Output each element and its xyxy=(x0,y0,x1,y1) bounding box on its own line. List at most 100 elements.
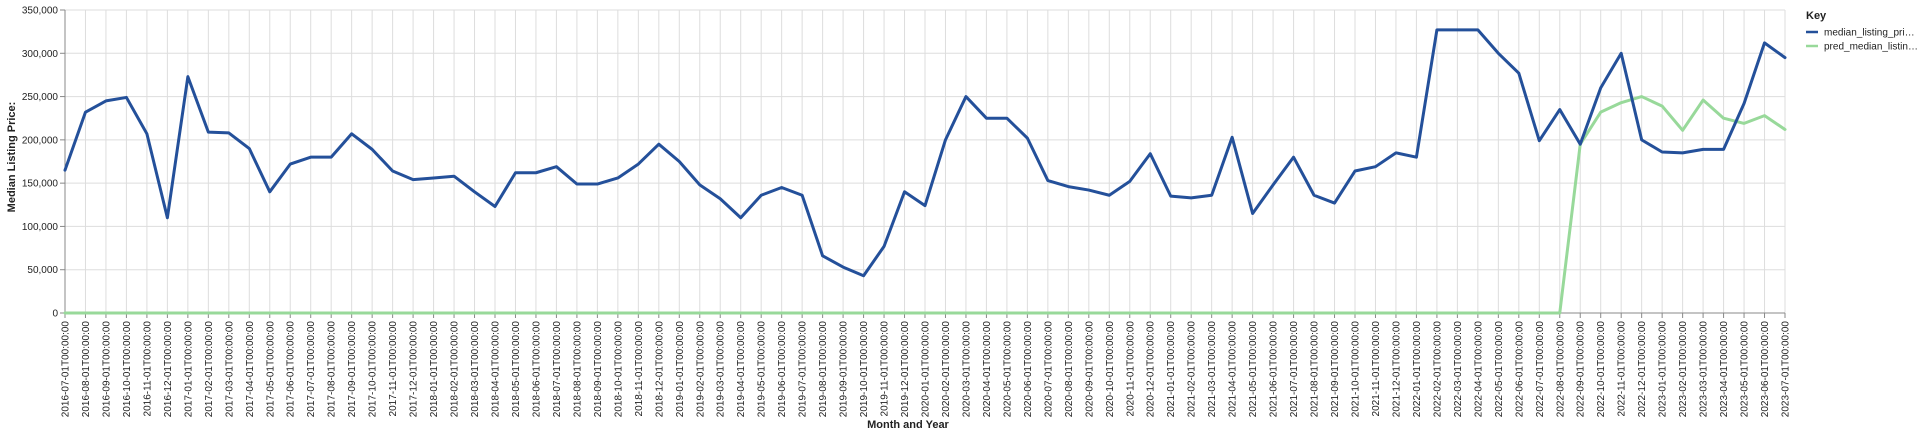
x-tick-label: 2022-04-01T00:00:00 xyxy=(1473,321,1484,418)
y-axis-title: Median Listing Price: xyxy=(6,102,18,213)
x-tick-label: 2019-04-01T00:00:00 xyxy=(736,321,747,418)
x-tick-label: 2016-08-01T00:00:00 xyxy=(81,321,92,418)
x-tick-label: 2020-08-01T00:00:00 xyxy=(1064,321,1075,418)
x-tick-label: 2021-10-01T00:00:00 xyxy=(1351,321,1362,418)
x-tick-label: 2021-11-01T00:00:00 xyxy=(1371,321,1382,417)
x-tick-label: 2022-02-01T00:00:00 xyxy=(1432,321,1443,418)
x-tick-label: 2017-06-01T00:00:00 xyxy=(286,321,297,418)
series-line-2 xyxy=(63,95,1787,315)
y-axis: 0 50,000 100,000 150,000 200,000 250,000 300,0… xyxy=(22,6,66,320)
x-tick-label: 2020-01-01T00:00:00 xyxy=(921,321,932,418)
x-tick-label: 2016-07-01T00:00:00 xyxy=(61,321,72,418)
x-tick-label: 2023-04-01T00:00:00 xyxy=(1719,321,1730,418)
x-tick-label: 2022-03-01T00:00:00 xyxy=(1453,321,1464,418)
x-axis-title: Month and Year xyxy=(867,419,949,431)
x-tick-label: 2017-05-01T00:00:00 xyxy=(265,321,276,418)
x-tick-label: 2023-02-01T00:00:00 xyxy=(1678,321,1689,418)
x-tick-label: 2022-08-01T00:00:00 xyxy=(1555,321,1566,418)
x-tick-label: 2016-09-01T00:00:00 xyxy=(101,321,112,418)
legend: Key median_listing_pri… pred_median_listi… xyxy=(1806,10,1918,53)
x-tick-label: 2021-02-01T00:00:00 xyxy=(1187,321,1198,418)
x-tick-label: 2020-06-01T00:00:00 xyxy=(1023,321,1034,418)
x-tick-label: 2017-12-01T00:00:00 xyxy=(409,321,420,418)
x-tick-label: 2020-10-01T00:00:00 xyxy=(1105,321,1116,418)
x-tick-label: 2017-04-01T00:00:00 xyxy=(245,321,256,418)
x-tick-label: 2019-02-01T00:00:00 xyxy=(695,321,706,418)
x-tick-label: 2017-08-01T00:00:00 xyxy=(327,321,338,418)
x-tick-label: 2022-12-01T00:00:00 xyxy=(1637,321,1648,418)
x-tick-label: 2019-12-01T00:00:00 xyxy=(900,321,911,418)
x-tick-label: 2021-01-01T00:00:00 xyxy=(1166,321,1177,418)
x-tick-label: 2023-03-01T00:00:00 xyxy=(1699,321,1710,418)
legend-label: median_listing_pri… xyxy=(1824,28,1915,39)
x-tick-label: 2018-11-01T00:00:00 xyxy=(634,321,645,417)
x-tick-label: 2023-01-01T00:00:00 xyxy=(1658,321,1669,418)
x-tick-label: 2022-11-01T00:00:00 xyxy=(1617,321,1628,417)
x-tick-label: 2020-05-01T00:00:00 xyxy=(1002,321,1013,418)
x-tick-label: 2017-03-01T00:00:00 xyxy=(224,321,235,418)
y-tick-label: 150,000 xyxy=(22,179,59,190)
series-lines xyxy=(63,28,1787,315)
x-tick-label: 2023-07-01T00:00:00 xyxy=(1781,321,1792,418)
x-tick-label: 2017-09-01T00:00:00 xyxy=(347,321,358,418)
x-tick-label: 2018-03-01T00:00:00 xyxy=(470,321,481,418)
x-tick-label: 2022-07-01T00:00:00 xyxy=(1535,321,1546,418)
x-tick-label: 2016-12-01T00:00:00 xyxy=(163,321,174,418)
x-tick-label: 2021-03-01T00:00:00 xyxy=(1207,321,1218,418)
x-tick-label: 2018-06-01T00:00:00 xyxy=(531,321,542,418)
x-tick-label: 2017-02-01T00:00:00 xyxy=(204,321,215,418)
y-tick-label: 0 xyxy=(52,309,58,320)
x-tick-label: 2022-06-01T00:00:00 xyxy=(1514,321,1525,418)
x-tick-label: 2023-05-01T00:00:00 xyxy=(1740,321,1751,418)
y-tick-label: 300,000 xyxy=(22,49,59,60)
x-tick-label: 2022-09-01T00:00:00 xyxy=(1576,321,1587,418)
x-tick-label: 2018-04-01T00:00:00 xyxy=(491,321,502,418)
x-tick-label: 2017-10-01T00:00:00 xyxy=(368,321,379,418)
x-tick-label: 2018-01-01T00:00:00 xyxy=(429,321,440,418)
x-tick-label: 2016-11-01T00:00:00 xyxy=(142,321,153,417)
x-tick-label: 2022-10-01T00:00:00 xyxy=(1596,321,1607,418)
x-tick-label: 2021-06-01T00:00:00 xyxy=(1269,321,1280,418)
x-tick-label: 2019-05-01T00:00:00 xyxy=(757,321,768,418)
x-tick-label: 2020-11-01T00:00:00 xyxy=(1125,321,1136,417)
series-line-1 xyxy=(63,28,1787,278)
x-tick-label: 2021-04-01T00:00:00 xyxy=(1228,321,1239,418)
x-axis: 2016-07-01T00:00:00 2016-08-01T00:00:00 20… xyxy=(61,312,1792,418)
x-tick-label: 2017-01-01T00:00:00 xyxy=(183,321,194,418)
x-tick-label: 2022-01-01T00:00:00 xyxy=(1412,321,1423,418)
x-tick-label: 2020-12-01T00:00:00 xyxy=(1146,321,1157,418)
y-tick-label: 250,000 xyxy=(22,92,59,103)
x-tick-label: 2018-07-01T00:00:00 xyxy=(552,321,563,418)
y-tick-label: 100,000 xyxy=(22,222,59,233)
x-tick-label: 2019-08-01T00:00:00 xyxy=(818,321,829,418)
x-tick-label: 2017-07-01T00:00:00 xyxy=(306,321,317,418)
x-tick-label: 2020-04-01T00:00:00 xyxy=(982,321,993,418)
x-tick-label: 2019-01-01T00:00:00 xyxy=(675,321,686,418)
grid-lines xyxy=(64,9,1786,314)
x-tick-label: 2023-06-01T00:00:00 xyxy=(1760,321,1771,418)
x-tick-label: 2018-12-01T00:00:00 xyxy=(654,321,665,418)
x-tick-label: 2020-03-01T00:00:00 xyxy=(961,321,972,418)
x-tick-label: 2022-05-01T00:00:00 xyxy=(1494,321,1505,418)
x-tick-label: 2018-08-01T00:00:00 xyxy=(572,321,583,418)
x-tick-label: 2019-07-01T00:00:00 xyxy=(798,321,809,418)
x-tick-label: 2021-07-01T00:00:00 xyxy=(1289,321,1300,418)
x-tick-label: 2020-09-01T00:00:00 xyxy=(1084,321,1095,418)
x-tick-label: 2020-07-01T00:00:00 xyxy=(1043,321,1054,418)
x-tick-label: 2021-09-01T00:00:00 xyxy=(1330,321,1341,418)
legend-title: Key xyxy=(1806,10,1827,22)
x-tick-label: 2021-05-01T00:00:00 xyxy=(1248,321,1259,418)
x-tick-label: 2018-09-01T00:00:00 xyxy=(593,321,604,418)
x-tick-label: 2019-06-01T00:00:00 xyxy=(777,321,788,418)
x-tick-label: 2019-03-01T00:00:00 xyxy=(716,321,727,418)
x-tick-label: 2016-10-01T00:00:00 xyxy=(122,321,133,418)
x-tick-label: 2019-10-01T00:00:00 xyxy=(859,321,870,418)
x-tick-label: 2021-12-01T00:00:00 xyxy=(1391,321,1402,418)
x-tick-label: 2017-11-01T00:00:00 xyxy=(388,321,399,417)
x-tick-label: 2019-09-01T00:00:00 xyxy=(839,321,850,418)
x-tick-label: 2021-08-01T00:00:00 xyxy=(1310,321,1321,418)
x-tick-label: 2018-10-01T00:00:00 xyxy=(613,321,624,418)
y-tick-label: 200,000 xyxy=(22,135,59,146)
y-tick-label: 50,000 xyxy=(27,265,58,276)
